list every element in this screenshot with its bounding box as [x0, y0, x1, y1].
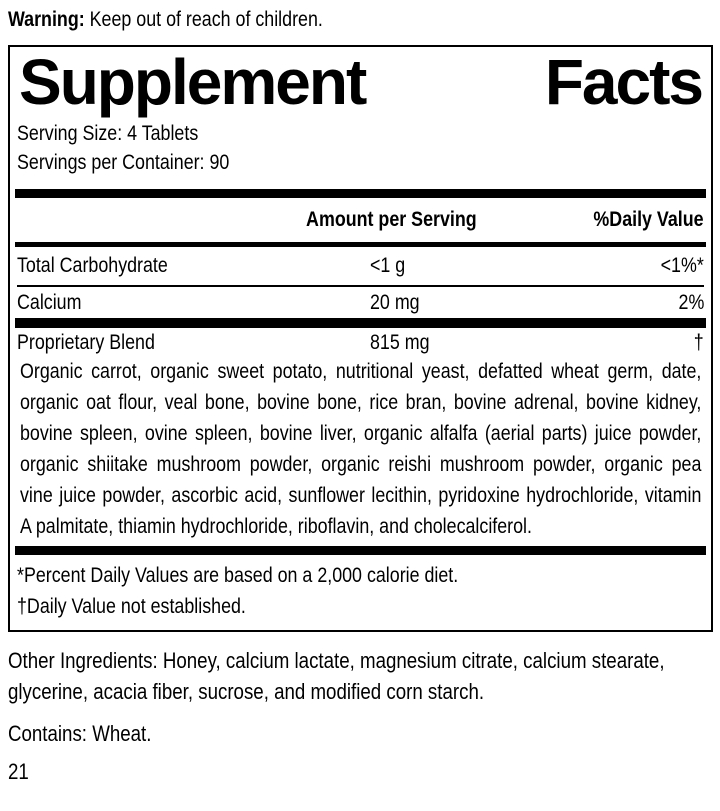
supplement-facts-panel: Supplement Facts Serving Size: 4 Tablets…	[8, 45, 713, 632]
nutrient-name: Proprietary Blend	[17, 331, 155, 354]
table-header-daily-value: %Daily Value	[593, 208, 704, 231]
nutrient-amount: 20 mg	[370, 290, 420, 314]
other-ingredients: Other Ingredients: Honey, calcium lactat…	[8, 648, 665, 704]
proprietary-blend-description: Organic carrot, organic sweet potato, nu…	[20, 360, 702, 538]
divider-bar-under-header	[15, 242, 706, 247]
nutrient-name: Calcium	[17, 290, 82, 314]
serving-info: Serving Size: 4 Tablets Servings per Con…	[17, 119, 704, 177]
footnote-daily-values: *Percent Daily Values are based on a 2,0…	[17, 564, 459, 587]
nutrient-amount: <1 g	[370, 254, 406, 277]
table-row-proprietary-blend: Proprietary Blend 815 mg †	[17, 328, 704, 354]
panel-title-word2: Facts	[544, 46, 704, 118]
nutrient-name: Total Carbohydrate	[17, 254, 168, 277]
page-number: 21	[8, 759, 29, 784]
table-row-total-carbohydrate: Total Carbohydrate <1 g <1%*	[17, 247, 704, 287]
footnote-dv-not-established: †Daily Value not established.	[17, 595, 246, 618]
warning-line: Warning: Keep out of reach of children.	[8, 7, 720, 33]
divider-bar-above-footnotes	[15, 546, 706, 555]
table-row-calcium: Calcium 20 mg 2%	[17, 287, 704, 318]
nutrient-daily-value: 2%	[678, 290, 704, 314]
footnotes: *Percent Daily Values are based on a 2,0…	[17, 555, 704, 624]
warning-label: Warning:	[8, 8, 85, 31]
table-header-row: Amount per Serving %Daily Value	[17, 198, 704, 242]
warning-text: Keep out of reach of children.	[84, 8, 323, 31]
divider-bar-thick-top	[15, 189, 706, 198]
dagger-symbol: †	[694, 331, 704, 354]
allergen-statement: Contains: Wheat.	[8, 721, 152, 746]
servings-per-container: Servings per Container: 90	[17, 151, 230, 174]
panel-title: Supplement Facts	[17, 46, 704, 118]
nutrient-amount: 815 mg	[370, 331, 430, 354]
serving-size: Serving Size: 4 Tablets	[17, 122, 199, 145]
nutrient-daily-value: <1%*	[660, 254, 704, 277]
panel-title-word1: Supplement	[19, 46, 367, 118]
divider-bar-above-blend	[15, 318, 706, 328]
table-header-amount: Amount per Serving	[306, 208, 477, 231]
